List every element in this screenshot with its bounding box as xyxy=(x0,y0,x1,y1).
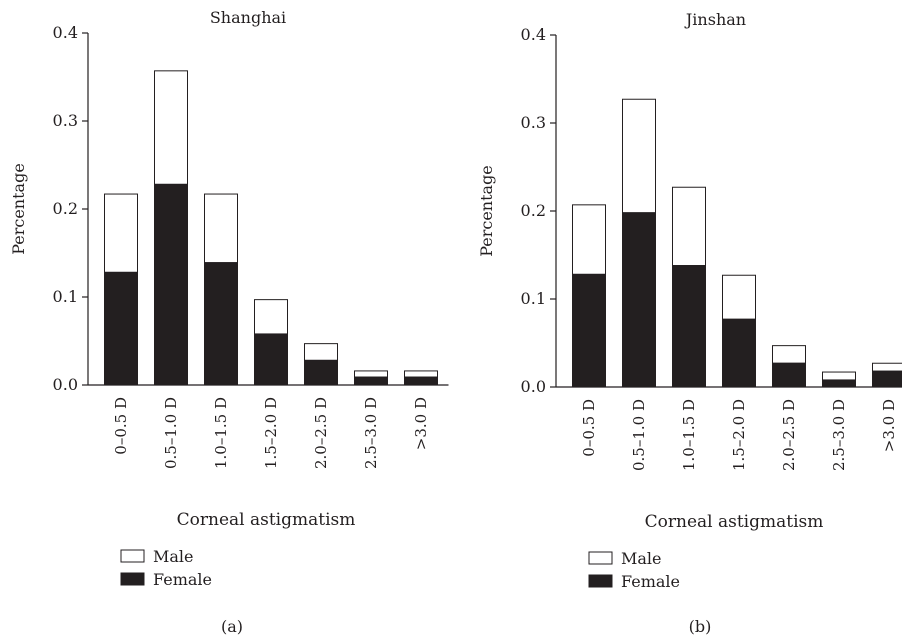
chart-panel-1: 0.0 0.1 0.2 0.3 0.4 Shanghai Percentage 0–0.5 D… xyxy=(9,8,449,636)
bar-female-1 xyxy=(572,273,606,388)
y-tick-label: 0.2 xyxy=(53,199,78,218)
y-axis-label: Percentage xyxy=(477,165,496,257)
bar-female-3 xyxy=(204,262,238,386)
bar-male-3 xyxy=(204,193,238,264)
bar-female-6 xyxy=(822,379,856,388)
y-axis-label: Percentage xyxy=(9,163,28,255)
bar-male-5 xyxy=(304,343,338,361)
x-tick-label: 2.5–3.0 D xyxy=(362,397,380,469)
bar-female-2 xyxy=(622,212,656,388)
panel-label: (a) xyxy=(221,617,243,636)
legend-swatch-male xyxy=(588,551,613,565)
x-tick-label: 2.0–2.5 D xyxy=(780,399,798,471)
x-tick-label: 1.0–1.5 D xyxy=(680,399,698,471)
x-tick-label: 2.0–2.5 D xyxy=(312,397,330,469)
bar-male-4 xyxy=(722,274,756,320)
bar-male-6 xyxy=(822,371,856,381)
bar-female-1 xyxy=(104,271,138,386)
legend-label-male: Male xyxy=(153,547,194,566)
y-tick-label: 0.0 xyxy=(521,377,546,396)
bar-male-2 xyxy=(154,70,188,185)
legend-swatch-male xyxy=(120,549,145,563)
bar-male-1 xyxy=(104,193,138,273)
bar-male-1 xyxy=(572,204,606,275)
x-axis-label: Corneal astigmatism xyxy=(645,512,824,532)
bar-female-4 xyxy=(254,333,288,386)
chart-title: Jinshan xyxy=(684,10,746,29)
chart-title: Shanghai xyxy=(210,8,286,27)
panel-label: (b) xyxy=(689,617,712,636)
y-tick-label: 0.1 xyxy=(521,289,546,308)
x-axis-label: Corneal astigmatism xyxy=(177,510,356,530)
x-tick-label: >3.0 D xyxy=(880,399,898,452)
bar-male-5 xyxy=(772,345,806,364)
x-tick-label: 1.5–2.0 D xyxy=(262,397,280,469)
y-tick-label: 0.3 xyxy=(53,111,78,130)
bar-male-2 xyxy=(622,98,656,214)
y-tick-label: 0.4 xyxy=(53,23,78,42)
x-tick-label: 0.5–1.0 D xyxy=(162,397,180,469)
y-tick-label: 0.4 xyxy=(521,25,546,44)
y-tick-label: 0.2 xyxy=(521,201,546,220)
bar-female-2 xyxy=(154,183,188,386)
x-tick-label: 0–0.5 D xyxy=(112,397,130,455)
x-tick-label: 1.0–1.5 D xyxy=(212,397,230,469)
x-tick-label: 2.5–3.0 D xyxy=(830,399,848,471)
legend-swatch-female xyxy=(120,572,145,586)
y-tick-label: 0.1 xyxy=(53,287,78,306)
x-tick-label: 0–0.5 D xyxy=(580,399,598,457)
bar-female-4 xyxy=(722,318,756,388)
bar-female-7 xyxy=(404,376,438,386)
bar-male-6 xyxy=(354,370,388,378)
bar-female-3 xyxy=(672,265,706,388)
bar-male-4 xyxy=(254,299,288,335)
legend-label-female: Female xyxy=(621,572,680,591)
bar-female-6 xyxy=(354,376,388,386)
bar-female-5 xyxy=(304,359,338,386)
chart-panel-2: 0.0 0.1 0.2 0.3 0.4 Jinshan Percentage 0–0.5 D 0… xyxy=(477,10,902,636)
legend-label-male: Male xyxy=(621,549,662,568)
x-tick-label: 0.5–1.0 D xyxy=(630,399,648,471)
y-tick-label: 0.0 xyxy=(53,375,78,394)
y-tick-label: 0.3 xyxy=(521,113,546,132)
bar-female-5 xyxy=(772,362,806,388)
legend-swatch-female xyxy=(588,574,613,588)
x-tick-label: >3.0 D xyxy=(412,397,430,450)
bar-female-7 xyxy=(872,370,902,388)
legend-label-female: Female xyxy=(153,570,212,589)
bar-male-3 xyxy=(672,186,706,267)
x-tick-label: 1.5–2.0 D xyxy=(730,399,748,471)
bar-male-7 xyxy=(872,362,902,372)
bar-male-7 xyxy=(404,370,438,378)
